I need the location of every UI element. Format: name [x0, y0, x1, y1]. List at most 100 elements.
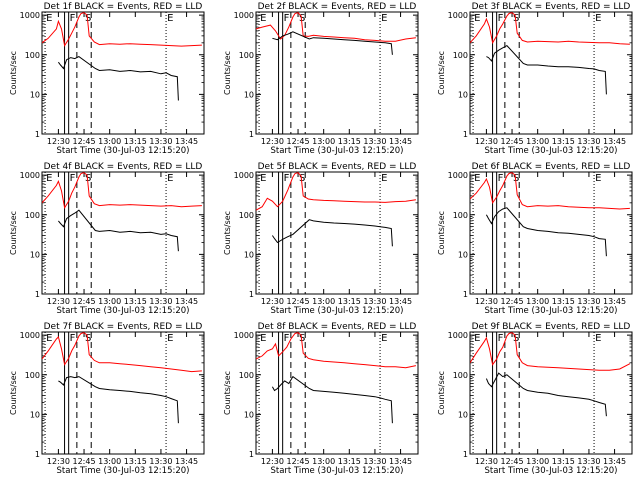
x-tick-label: 12:45 — [287, 457, 310, 466]
x-tick-label: 12:30 — [47, 457, 70, 466]
x-tick-label: 13:30 — [149, 137, 172, 146]
interval-label: F — [284, 333, 290, 344]
series-events-line — [485, 372, 607, 417]
y-axis-label: Counts/sec — [9, 371, 18, 415]
plot-frame — [469, 171, 633, 295]
y-tick-label: 1 — [35, 450, 40, 459]
plot-frame — [255, 331, 419, 455]
series-lld-line — [256, 12, 416, 42]
x-tick-label: 13:45 — [175, 457, 198, 466]
interval-label: F — [498, 173, 504, 184]
x-tick-label: 13:15 — [124, 297, 147, 306]
x-tick-label: 13:00 — [526, 137, 549, 146]
interval-label: E — [260, 173, 266, 184]
x-tick-label: 13:45 — [175, 137, 198, 146]
y-tick-label: 100 — [453, 211, 468, 220]
interval-label: F — [498, 13, 504, 24]
y-axis-label: Counts/sec — [9, 211, 18, 255]
y-tick-label: 100 — [25, 371, 40, 380]
interval-label: E — [474, 173, 480, 184]
y-axis-label: Counts/sec — [437, 51, 446, 95]
series-events-line — [58, 56, 179, 101]
y-tick-label: 1 — [249, 130, 254, 139]
interval-label: F — [70, 13, 76, 24]
x-tick-label: 12:45 — [501, 297, 524, 306]
y-tick-label: 1 — [35, 290, 40, 299]
series-events-line — [486, 44, 607, 95]
interval-label: E — [595, 173, 601, 184]
y-tick-label: 1 — [463, 450, 468, 459]
x-tick-label: 12:45 — [287, 137, 310, 146]
x-axis-label: Start Time (30-Jul-03 12:15:20) — [57, 466, 190, 476]
series-lld-line — [470, 172, 630, 210]
interval-label: E — [167, 333, 173, 344]
y-tick-label: 10 — [30, 90, 40, 99]
series-lld-line — [256, 332, 417, 369]
x-tick-label: 13:15 — [552, 457, 575, 466]
interval-label: F — [284, 173, 290, 184]
series-events-line — [58, 376, 179, 424]
y-tick-label: 1 — [249, 450, 254, 459]
y-tick-label: 1000 — [448, 11, 468, 20]
x-tick-label: 13:00 — [526, 457, 549, 466]
interval-label: S — [299, 333, 305, 344]
series-lld-line — [470, 332, 631, 371]
x-tick-label: 12:30 — [475, 457, 498, 466]
series-lld-line — [470, 12, 630, 45]
x-tick-label: 13:00 — [98, 457, 121, 466]
y-tick-label: 1000 — [20, 171, 40, 180]
series-lld-line — [42, 332, 202, 373]
y-tick-label: 1000 — [20, 331, 40, 340]
plot-frame — [469, 11, 633, 135]
x-tick-label: 13:30 — [577, 137, 600, 146]
y-tick-label: 100 — [239, 211, 254, 220]
x-tick-label: 13:45 — [389, 457, 412, 466]
x-axis-label: Start Time (30-Jul-03 12:15:20) — [271, 146, 404, 156]
y-tick-label: 100 — [453, 371, 468, 380]
x-tick-label: 13:15 — [338, 297, 361, 306]
series-events-line — [272, 31, 393, 55]
plot-frame — [41, 11, 205, 135]
x-tick-label: 12:45 — [501, 457, 524, 466]
y-tick-label: 1000 — [448, 331, 468, 340]
panel-title: Det 9f BLACK = Events, RED = LLD — [472, 322, 631, 332]
y-tick-label: 10 — [244, 410, 254, 419]
panel-title: Det 1f BLACK = Events, RED = LLD — [44, 2, 203, 12]
x-tick-label: 13:30 — [363, 297, 386, 306]
series-lld-line — [42, 172, 202, 210]
x-tick-label: 13:15 — [552, 137, 575, 146]
interval-label: E — [381, 333, 387, 344]
x-tick-label: 12:30 — [475, 297, 498, 306]
x-tick-label: 12:45 — [73, 297, 96, 306]
interval-label: E — [260, 13, 266, 24]
x-axis-label: Start Time (30-Jul-03 12:15:20) — [485, 306, 618, 316]
y-tick-label: 1000 — [20, 11, 40, 20]
x-tick-label: 12:45 — [73, 457, 96, 466]
interval-label: S — [299, 13, 305, 24]
x-tick-label: 13:00 — [312, 457, 335, 466]
x-tick-label: 13:15 — [124, 137, 147, 146]
x-tick-label: 12:30 — [47, 137, 70, 146]
y-tick-label: 1000 — [448, 171, 468, 180]
x-tick-label: 13:30 — [363, 137, 386, 146]
interval-label: S — [85, 173, 91, 184]
interval-label: S — [299, 173, 305, 184]
interval-label: S — [513, 13, 519, 24]
y-tick-label: 1 — [35, 130, 40, 139]
y-tick-label: 10 — [244, 250, 254, 259]
x-tick-label: 13:45 — [603, 297, 626, 306]
y-tick-label: 100 — [239, 371, 254, 380]
y-axis-label: Counts/sec — [223, 51, 232, 95]
interval-label: E — [595, 13, 601, 24]
x-tick-label: 13:45 — [389, 137, 412, 146]
x-tick-label: 13:45 — [389, 297, 412, 306]
series-events-line — [271, 375, 393, 424]
interval-label: E — [46, 13, 52, 24]
x-tick-label: 12:45 — [501, 137, 524, 146]
